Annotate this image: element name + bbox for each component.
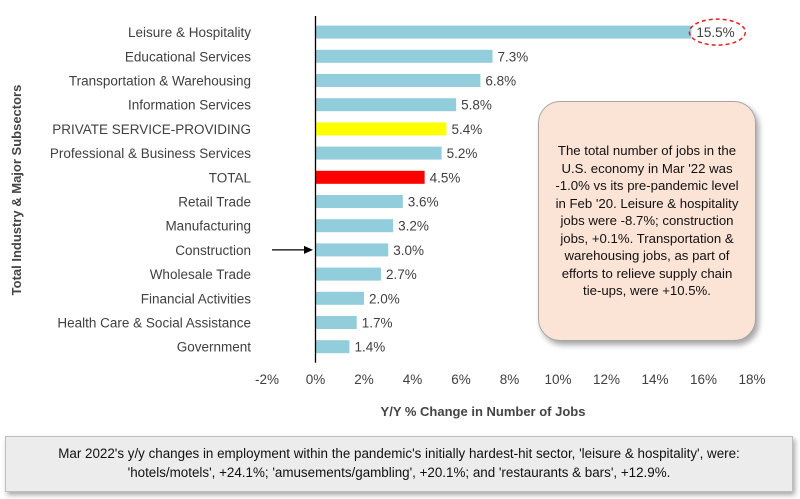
category-label: Leisure & Hospitality	[128, 25, 251, 40]
x-tick-label: 0%	[306, 372, 326, 387]
x-tick-label: 6%	[451, 372, 471, 387]
value-label: 15.5%	[696, 25, 734, 40]
bar	[315, 291, 364, 305]
value-label: 2.7%	[386, 267, 417, 282]
y-axis-title: Total Industry & Major Subsectors	[9, 85, 24, 296]
bar	[315, 267, 381, 281]
category-label: Transportation & Warehousing	[69, 74, 251, 89]
category-label: Retail Trade	[178, 195, 251, 210]
category-label: TOTAL	[209, 170, 252, 185]
x-tick-label: -2%	[255, 372, 279, 387]
category-label: Health Care & Social Assistance	[57, 316, 251, 331]
arrow-head	[304, 245, 313, 254]
value-label: 1.4%	[354, 340, 385, 355]
x-tick-label: 18%	[738, 372, 765, 387]
x-tick-label: 2%	[354, 372, 374, 387]
footnote-text: Mar 2022's y/y changes in employment wit…	[58, 446, 740, 480]
value-label: 5.4%	[451, 122, 482, 137]
bar	[315, 316, 357, 329]
x-tick-label: 12%	[593, 372, 620, 387]
bar	[315, 25, 692, 39]
value-label: 6.8%	[485, 74, 516, 89]
category-label: Wholesale Trade	[150, 267, 251, 282]
value-label: 4.5%	[430, 170, 461, 185]
bar	[315, 170, 425, 184]
x-tick-label: 4%	[403, 372, 423, 387]
callout-box: The total number of jobs in the U.S. eco…	[538, 101, 756, 341]
bar	[315, 219, 394, 233]
callout-text: The total number of jobs in the U.S. eco…	[555, 143, 739, 299]
x-tick-label: 16%	[690, 372, 717, 387]
category-label: Financial Activities	[141, 291, 252, 306]
bar	[315, 122, 447, 136]
category-label: Construction	[175, 243, 251, 258]
category-label: Manufacturing	[165, 219, 251, 234]
value-label: 5.8%	[461, 98, 492, 113]
category-label: Information Services	[128, 98, 251, 113]
x-tick-label: 14%	[641, 372, 668, 387]
value-label: 3.2%	[398, 219, 429, 234]
value-label: 7.3%	[498, 49, 529, 64]
x-tick-label: 8%	[500, 372, 520, 387]
x-axis-title: Y/Y % Change in Number of Jobs	[381, 404, 586, 419]
highlight-ellipse	[688, 18, 747, 46]
x-tick-label: 10%	[544, 372, 571, 387]
category-label: PRIVATE SERVICE-PROVIDING	[52, 122, 251, 137]
value-label: 3.6%	[408, 195, 439, 210]
value-label: 3.0%	[393, 243, 424, 258]
category-label: Educational Services	[125, 49, 251, 64]
bar	[315, 195, 403, 208]
category-label: Professional & Business Services	[50, 146, 251, 161]
bar	[315, 49, 493, 63]
bar	[315, 98, 457, 112]
bar	[315, 340, 350, 354]
bar	[315, 243, 389, 257]
bar-chart: Total Industry & Major Subsectors Y/Y % …	[9, 16, 766, 419]
footnote-box: Mar 2022's y/y changes in employment wit…	[5, 436, 793, 492]
bar	[315, 74, 481, 87]
value-label: 2.0%	[369, 291, 400, 306]
bar	[315, 146, 442, 160]
value-label: 1.7%	[362, 316, 393, 331]
category-label: Government	[177, 340, 252, 355]
value-label: 5.2%	[447, 146, 478, 161]
